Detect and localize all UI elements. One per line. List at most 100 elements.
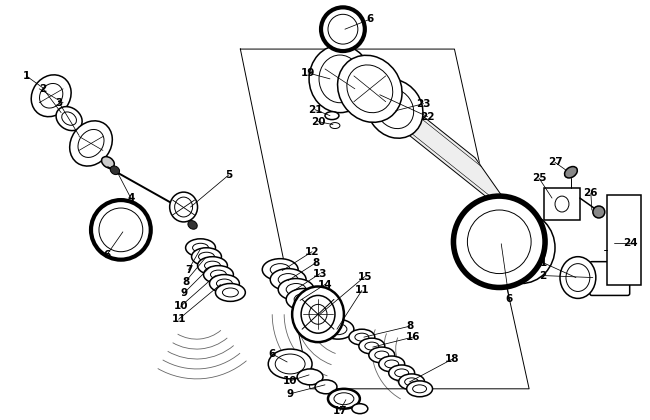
- Ellipse shape: [286, 284, 306, 295]
- Ellipse shape: [325, 112, 339, 120]
- Ellipse shape: [111, 166, 120, 175]
- Text: 8: 8: [406, 321, 413, 331]
- Text: 24: 24: [623, 238, 638, 248]
- Ellipse shape: [395, 369, 409, 377]
- Ellipse shape: [488, 212, 555, 284]
- Ellipse shape: [270, 269, 306, 291]
- Text: 7: 7: [185, 265, 192, 275]
- Ellipse shape: [292, 286, 344, 342]
- Ellipse shape: [369, 347, 395, 363]
- Text: 4: 4: [127, 193, 135, 203]
- Text: 3: 3: [55, 98, 63, 108]
- Text: 6: 6: [103, 250, 111, 260]
- Circle shape: [328, 14, 358, 44]
- Ellipse shape: [365, 342, 379, 350]
- Ellipse shape: [309, 45, 370, 113]
- Ellipse shape: [294, 294, 314, 305]
- Ellipse shape: [405, 378, 419, 386]
- Ellipse shape: [301, 295, 335, 333]
- Ellipse shape: [376, 89, 413, 129]
- Text: 15: 15: [358, 272, 372, 281]
- Ellipse shape: [62, 112, 77, 125]
- Ellipse shape: [215, 284, 245, 302]
- Ellipse shape: [40, 84, 63, 108]
- Ellipse shape: [389, 365, 415, 381]
- Ellipse shape: [322, 319, 354, 339]
- Text: 12: 12: [305, 247, 319, 257]
- Circle shape: [467, 210, 531, 273]
- Ellipse shape: [555, 196, 569, 212]
- Text: 25: 25: [532, 173, 547, 183]
- Text: 9: 9: [180, 289, 187, 299]
- Ellipse shape: [56, 107, 82, 131]
- Ellipse shape: [198, 257, 228, 275]
- Text: 19: 19: [301, 68, 315, 78]
- Text: 1: 1: [23, 71, 30, 81]
- Text: 14: 14: [318, 279, 332, 289]
- Text: 18: 18: [445, 354, 460, 364]
- Ellipse shape: [407, 381, 432, 397]
- FancyBboxPatch shape: [590, 262, 630, 295]
- Ellipse shape: [211, 270, 226, 279]
- Text: 13: 13: [313, 268, 327, 278]
- Ellipse shape: [278, 273, 298, 286]
- Ellipse shape: [375, 351, 389, 359]
- Ellipse shape: [560, 257, 596, 299]
- Ellipse shape: [496, 221, 546, 275]
- Text: 10: 10: [174, 302, 188, 311]
- Circle shape: [321, 7, 365, 51]
- Ellipse shape: [566, 264, 590, 291]
- Ellipse shape: [309, 304, 327, 324]
- Text: 11: 11: [355, 286, 369, 295]
- Text: 16: 16: [406, 332, 420, 342]
- Ellipse shape: [222, 288, 239, 297]
- Text: 2: 2: [40, 84, 47, 94]
- Text: 8: 8: [313, 257, 320, 268]
- Ellipse shape: [334, 393, 354, 405]
- Ellipse shape: [297, 369, 323, 385]
- Ellipse shape: [328, 389, 360, 409]
- Ellipse shape: [31, 75, 71, 117]
- Text: 17: 17: [333, 406, 347, 416]
- Ellipse shape: [315, 380, 337, 394]
- Text: 6: 6: [268, 349, 276, 359]
- Ellipse shape: [355, 333, 369, 341]
- Ellipse shape: [186, 239, 215, 257]
- Text: 6: 6: [506, 294, 513, 304]
- Ellipse shape: [70, 121, 112, 166]
- Ellipse shape: [367, 79, 423, 138]
- Ellipse shape: [268, 349, 312, 379]
- Circle shape: [593, 206, 605, 218]
- Ellipse shape: [192, 243, 209, 252]
- Ellipse shape: [359, 338, 385, 354]
- Text: 8: 8: [182, 276, 189, 286]
- Circle shape: [91, 200, 151, 260]
- Text: 1: 1: [540, 257, 547, 268]
- Ellipse shape: [398, 374, 424, 390]
- Text: 6: 6: [366, 14, 374, 24]
- Ellipse shape: [329, 324, 347, 335]
- Text: 9: 9: [287, 389, 294, 399]
- Ellipse shape: [349, 329, 375, 345]
- Text: 26: 26: [584, 188, 598, 198]
- Ellipse shape: [192, 248, 222, 265]
- Ellipse shape: [209, 275, 239, 292]
- Ellipse shape: [379, 356, 405, 372]
- Ellipse shape: [270, 264, 290, 276]
- Circle shape: [454, 196, 545, 287]
- Ellipse shape: [170, 192, 198, 222]
- Text: 22: 22: [421, 112, 435, 122]
- Circle shape: [99, 208, 143, 252]
- Text: 23: 23: [417, 99, 431, 109]
- Ellipse shape: [337, 55, 402, 122]
- Ellipse shape: [205, 261, 220, 270]
- Text: 10: 10: [283, 376, 298, 386]
- FancyBboxPatch shape: [544, 188, 580, 220]
- Ellipse shape: [385, 360, 398, 368]
- Ellipse shape: [319, 55, 361, 103]
- Ellipse shape: [203, 265, 233, 284]
- Ellipse shape: [413, 385, 426, 393]
- Ellipse shape: [216, 279, 233, 288]
- Ellipse shape: [175, 197, 192, 217]
- Ellipse shape: [352, 404, 368, 414]
